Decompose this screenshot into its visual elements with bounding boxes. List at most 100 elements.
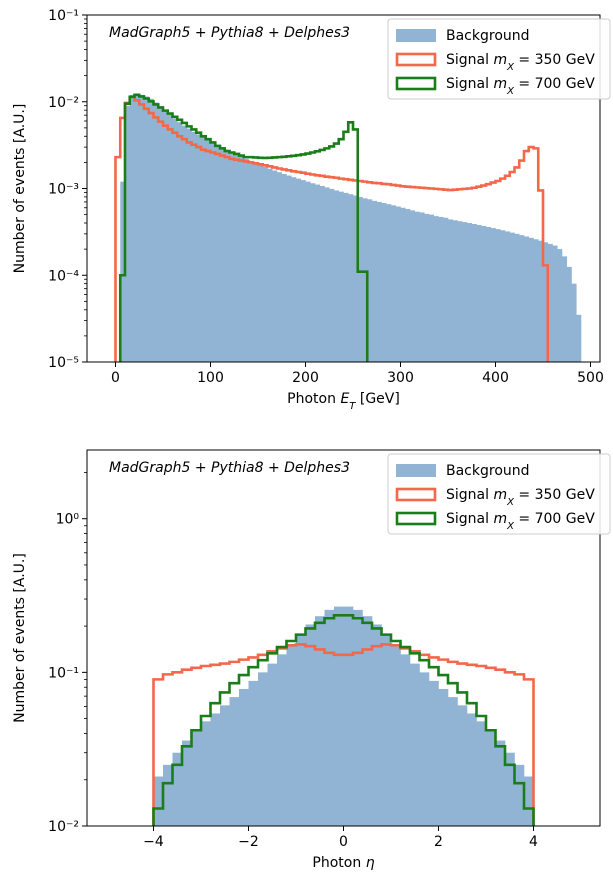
chart-panel-2: −4 −2 0 2 4 10⁻² 10⁻¹ 10⁰ Photon η Number of even…: [12, 449, 611, 871]
bar: [315, 184, 321, 362]
legend-swatch: [395, 487, 437, 502]
bar: [429, 214, 435, 362]
bar: [410, 210, 416, 362]
bar: [319, 185, 325, 362]
bar: [310, 183, 316, 362]
bar: [305, 181, 311, 362]
bar: [448, 697, 458, 826]
bar: [414, 211, 420, 362]
y-tick-label: 10⁻¹: [48, 665, 79, 681]
x-tick-label: 300: [387, 370, 414, 386]
bar: [490, 228, 496, 362]
bar: [514, 233, 520, 362]
bar: [362, 616, 373, 826]
bar: [277, 654, 287, 826]
legend: Background Signal mX = 350 GeV Signal mX =…: [387, 453, 611, 535]
bar: [167, 114, 173, 362]
bar: [457, 705, 468, 826]
bar: [334, 606, 344, 826]
bar: [514, 764, 525, 826]
x-tick-label: −2: [238, 834, 259, 850]
bar: [334, 190, 340, 362]
bar: [172, 118, 178, 362]
bar: [438, 688, 449, 826]
bar: [315, 616, 325, 826]
bar: [281, 173, 287, 362]
bar: [324, 187, 330, 362]
bar: [220, 147, 226, 362]
bar: [277, 172, 283, 362]
chart-panel-1: 0 100 200 300 400 500 10⁻⁵ 10⁻⁴ 10⁻³ 10⁻² 10⁻¹ Phot…: [12, 8, 611, 412]
x-axis-label: Photon ET [GeV]: [287, 391, 400, 412]
bar: [125, 105, 131, 362]
plot-area: [152, 606, 535, 826]
bar: [148, 98, 154, 362]
bar: [457, 221, 463, 362]
bar: [324, 609, 335, 826]
bar: [205, 140, 211, 362]
bar: [210, 713, 221, 826]
legend-swatch: [395, 76, 437, 91]
bar: [391, 644, 401, 826]
bar: [139, 94, 145, 362]
bar: [410, 663, 420, 826]
bar: [262, 166, 268, 362]
bar: [348, 194, 354, 362]
y-axis-label: Number of events [A.U.]: [12, 553, 28, 723]
bar: [196, 134, 202, 362]
bar: [562, 256, 568, 362]
y-tick-label: 10⁻¹: [48, 8, 79, 24]
y-tick-label: 10⁻²: [48, 95, 79, 111]
bar: [547, 243, 553, 362]
bar: [576, 314, 582, 362]
bar: [500, 230, 506, 362]
bar: [182, 125, 188, 362]
bar: [362, 198, 368, 362]
bar: [177, 122, 183, 362]
bar: [239, 688, 249, 826]
bar: [286, 175, 292, 362]
series-line-signal-350: [152, 643, 535, 826]
bar: [486, 226, 492, 362]
bar: [353, 195, 359, 362]
legend-entry: Signal mX = 700 GeV: [446, 511, 595, 532]
bar: [391, 205, 397, 362]
bar: [182, 740, 192, 826]
generator-annotation: MadGraph5 + Pythia8 + Delphes3: [109, 460, 350, 476]
bar: [471, 223, 477, 362]
x-tick-label: 4: [529, 834, 538, 850]
x-tick-label: 0: [111, 370, 120, 386]
bar: [329, 188, 335, 362]
bar: [419, 672, 430, 826]
series-background: [120, 93, 582, 362]
bar: [267, 663, 278, 826]
bar: [495, 740, 506, 826]
bar: [305, 624, 316, 826]
bar: [201, 137, 207, 362]
bar: [462, 222, 468, 362]
bar: [343, 192, 349, 362]
bar: [476, 721, 487, 826]
bar: [376, 201, 382, 362]
legend-swatch: [395, 511, 437, 526]
bar: [191, 131, 197, 362]
legend-entry: Background: [446, 463, 530, 479]
bar: [400, 207, 406, 362]
x-tick-label: 500: [577, 370, 604, 386]
bar: [443, 217, 449, 362]
bar: [495, 229, 501, 362]
bar: [191, 730, 202, 826]
bar: [552, 245, 558, 362]
y-tick-label: 10⁻³: [48, 182, 79, 198]
bar: [144, 96, 150, 362]
bar: [272, 170, 278, 362]
bar: [433, 216, 439, 362]
series-line-signal-350: [114, 95, 550, 362]
bar: [372, 200, 378, 362]
bar: [153, 102, 159, 362]
bar: [557, 249, 563, 362]
series-line-signal-700: [118, 93, 369, 362]
x-tick-label: 100: [197, 370, 224, 386]
bar: [538, 240, 544, 362]
bar: [291, 177, 297, 362]
